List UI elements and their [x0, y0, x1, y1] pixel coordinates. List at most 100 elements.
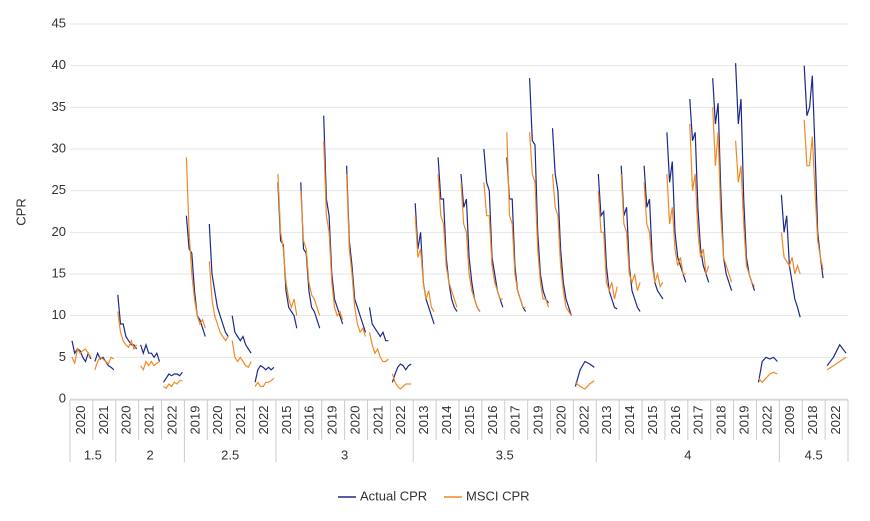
- series-line: [277, 182, 298, 329]
- series-line: [208, 223, 229, 337]
- series-line: [780, 194, 801, 318]
- x-tick-label: 2022: [759, 406, 774, 435]
- series-line: [506, 132, 526, 308]
- series-line: [712, 78, 733, 291]
- y-tick-label: 20: [52, 224, 66, 239]
- y-tick-label: 45: [52, 15, 66, 30]
- series-line: [71, 347, 92, 366]
- x-tick-label: 2013: [416, 406, 431, 435]
- series-line: [117, 294, 138, 350]
- x-tick-label: 2022: [576, 406, 591, 435]
- legend-label: MSCI CPR: [466, 488, 530, 503]
- x-tick-label: 2022: [164, 406, 179, 435]
- series-line: [323, 140, 344, 320]
- y-tick-label: 25: [52, 182, 66, 197]
- series-line: [506, 157, 527, 312]
- series-line: [643, 165, 664, 300]
- y-tick-label: 30: [52, 140, 66, 155]
- series-line: [231, 340, 252, 369]
- group-label: 2.5: [221, 447, 239, 462]
- series-line: [666, 173, 686, 275]
- x-tick-label: 2021: [142, 406, 157, 435]
- series-line: [185, 215, 206, 337]
- series-line: [323, 115, 344, 325]
- x-tick-label: 2014: [439, 406, 454, 435]
- series-line: [575, 380, 595, 390]
- y-tick-label: 0: [59, 390, 66, 405]
- series-line: [391, 363, 412, 383]
- series-line: [597, 190, 618, 300]
- series-line: [643, 182, 664, 289]
- x-tick-label: 2014: [622, 406, 637, 435]
- series-line: [94, 356, 115, 370]
- series-line: [277, 173, 298, 316]
- y-tick-label: 35: [52, 99, 66, 114]
- x-tick-label: 2015: [645, 406, 660, 435]
- series-line: [551, 128, 572, 316]
- x-tick-label: 2020: [119, 406, 134, 435]
- y-axis-label: CPR: [13, 198, 28, 225]
- series-line: [780, 232, 801, 275]
- x-tick-label: 2020: [553, 406, 568, 435]
- series-line: [254, 377, 275, 388]
- series-line: [185, 157, 206, 329]
- series-line: [803, 119, 824, 270]
- series-line: [757, 356, 778, 383]
- x-tick-label: 2009: [782, 406, 797, 435]
- series-line: [437, 157, 458, 312]
- series-line: [689, 123, 710, 275]
- series-line: [735, 140, 756, 287]
- group-label: 3.5: [496, 447, 514, 462]
- legend-label: Actual CPR: [360, 488, 427, 503]
- series-line: [254, 364, 275, 383]
- y-tick-label: 15: [52, 265, 66, 280]
- x-tick-label: 2017: [691, 406, 706, 435]
- group-label: 2: [146, 447, 153, 462]
- series-line: [758, 371, 778, 384]
- series-line: [117, 311, 138, 351]
- series-line: [140, 360, 160, 372]
- x-tick-label: 2016: [485, 406, 500, 435]
- group-label: 1.5: [84, 447, 102, 462]
- series-line: [460, 173, 481, 312]
- x-tick-label: 2015: [279, 406, 294, 435]
- series-line: [208, 261, 229, 342]
- series-line: [483, 148, 504, 308]
- series-line: [826, 343, 847, 367]
- y-tick-label: 40: [52, 57, 66, 72]
- x-tick-label: 2022: [828, 406, 843, 435]
- x-tick-label: 2020: [347, 406, 362, 435]
- series-line: [162, 371, 183, 383]
- y-tick-label: 5: [59, 349, 66, 364]
- series-line: [414, 215, 435, 312]
- group-label: 4.5: [805, 447, 823, 462]
- x-tick-label: 2021: [370, 406, 385, 435]
- x-tick-label: 2021: [96, 406, 111, 435]
- series-line: [163, 380, 183, 390]
- x-tick-label: 2019: [531, 406, 546, 435]
- series-line: [231, 315, 252, 354]
- x-tick-label: 2016: [668, 406, 683, 435]
- x-tick-label: 2018: [805, 406, 820, 435]
- x-tick-label: 2018: [714, 406, 729, 435]
- series-line: [300, 182, 321, 329]
- x-tick-label: 2022: [256, 406, 271, 435]
- series-line: [574, 360, 595, 387]
- series-line: [620, 173, 641, 291]
- x-tick-label: 2019: [187, 406, 202, 435]
- series-line: [597, 173, 618, 310]
- x-tick-label: 2015: [462, 406, 477, 435]
- series-line: [94, 351, 115, 371]
- x-tick-label: 2013: [599, 406, 614, 435]
- series-line: [712, 107, 733, 283]
- group-label: 4: [684, 447, 691, 462]
- series-line: [300, 190, 321, 316]
- series-line: [140, 342, 161, 362]
- series-line: [529, 78, 550, 304]
- series-line: [483, 182, 503, 300]
- series-line: [551, 173, 572, 317]
- series-line: [368, 307, 389, 342]
- x-tick-label: 2020: [210, 406, 225, 435]
- series-line: [346, 173, 367, 337]
